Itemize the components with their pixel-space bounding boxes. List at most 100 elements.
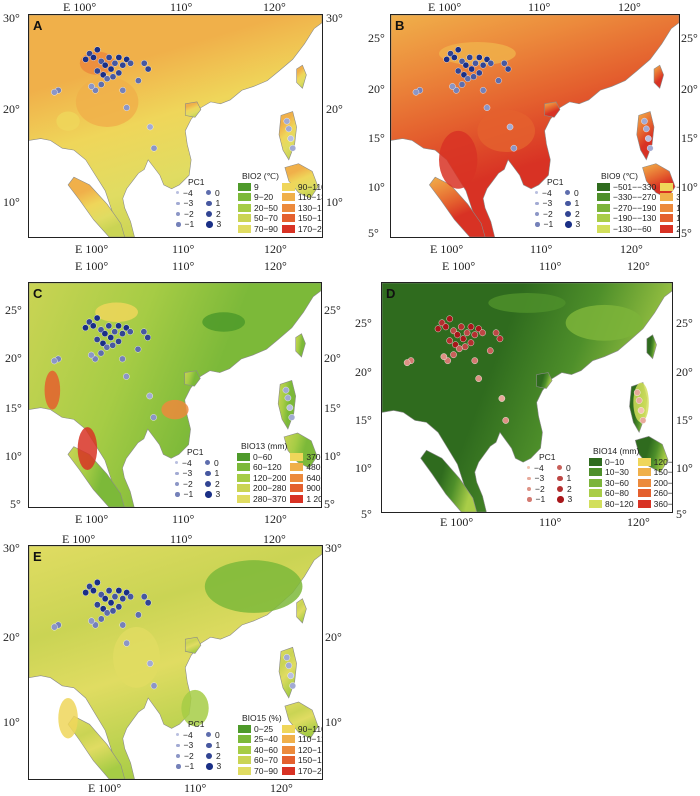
sample-point xyxy=(150,414,157,421)
x-tick-e-0: E 100° xyxy=(62,532,96,546)
legend-class-label: 280−370 xyxy=(253,493,287,504)
legend-class-label: 10−30 xyxy=(605,467,629,477)
sample-point xyxy=(496,335,504,343)
y-tick-d-l2: 15° xyxy=(355,413,372,427)
variable-legend-item: 640−900 xyxy=(290,473,321,484)
legend-swatch xyxy=(290,494,304,503)
legend-class-label: 1 200−2 500 xyxy=(306,493,322,504)
sample-point xyxy=(107,599,115,607)
legend-swatch xyxy=(290,473,304,482)
pc1-legend-title: PC1 xyxy=(539,452,556,462)
legend-swatch xyxy=(597,182,610,191)
legend-swatch xyxy=(281,182,295,191)
pc1-legend-item: 1 xyxy=(557,473,585,484)
y-tick-b-l1: 20° xyxy=(368,82,385,96)
y-tick-c-l3: 10° xyxy=(5,449,22,463)
sample-point xyxy=(101,61,109,69)
panel-label: A xyxy=(33,18,43,33)
x-tick-d-1: 110° xyxy=(539,259,562,273)
pc1-legend-label: 0 xyxy=(214,457,219,468)
y-tick-b-r3: 10° xyxy=(681,180,698,194)
pc1-legend-label: 2 xyxy=(575,208,580,219)
pc1-dot-icon xyxy=(176,201,180,205)
variable-legend-item: 25−40 xyxy=(238,734,278,745)
sample-point xyxy=(479,329,486,337)
legend-swatch xyxy=(660,214,674,223)
legend-swatch xyxy=(637,468,651,477)
sample-point xyxy=(150,682,158,690)
pc1-legend-label: −3 xyxy=(534,473,545,483)
sample-point xyxy=(127,59,134,67)
legend-swatch xyxy=(637,478,651,487)
pc1-dot-icon xyxy=(176,222,181,227)
sample-point xyxy=(504,65,512,73)
x-tick-e-2: 120° xyxy=(263,532,286,546)
y-tick-c-r0: 25° xyxy=(324,303,341,317)
variable-legend-title: BIO13 (mm) xyxy=(241,441,288,451)
pc1-legend-item: 2 xyxy=(206,751,234,762)
x-tick-a-1: 110° xyxy=(170,0,193,14)
pc1-legend-item: 1 xyxy=(565,198,593,209)
y-tick-e-r0: 30° xyxy=(325,541,342,555)
x-tick-d-b2: 120° xyxy=(627,515,650,529)
sample-point xyxy=(101,330,109,337)
climate-patch xyxy=(565,304,643,341)
land-visayas xyxy=(634,436,669,473)
legend-class-label: −270−−190 xyxy=(613,202,657,213)
pc1-legend-label: −3 xyxy=(183,740,194,750)
pc1-dot-icon xyxy=(557,465,562,471)
sample-point xyxy=(115,587,123,595)
y-tick-d-l4: 5° xyxy=(361,507,372,521)
sample-point xyxy=(285,125,293,133)
legend-class-label: 80−120 xyxy=(605,498,634,509)
y-tick-d-r4: 5° xyxy=(676,507,687,521)
pc1-legend-label: 3 xyxy=(575,219,581,229)
land-taiwan xyxy=(296,64,307,89)
pc1-legend-label: −1 xyxy=(184,761,195,771)
x-tick-b-b2: 120° xyxy=(620,242,643,256)
sample-point xyxy=(470,73,477,81)
pc1-legend-item: −1 xyxy=(176,219,206,230)
pc1-legend-item: −4 xyxy=(176,730,206,741)
pc1-dot-icon xyxy=(206,221,213,228)
variable-legend-item: 200−260 xyxy=(637,478,672,489)
variable-legend-item: 900−1 200 xyxy=(290,483,321,494)
pc1-dot-icon xyxy=(535,201,539,205)
sample-point xyxy=(450,351,457,359)
x-tick-b-b1: 110° xyxy=(530,242,553,256)
pc1-dot-icon xyxy=(206,210,212,217)
sample-point xyxy=(467,323,475,331)
pc1-legend-label: 1 xyxy=(215,740,221,750)
legend-swatch xyxy=(237,484,250,493)
sample-point xyxy=(144,599,152,607)
variable-legend-item: 120−190 xyxy=(660,203,679,214)
sample-point xyxy=(82,324,89,332)
legend-class-label: 60−80 xyxy=(605,488,629,498)
variable-legend-item: 170−213 xyxy=(281,224,322,235)
variable-legend-item: 260−360 xyxy=(637,488,672,499)
variable-legend-item: 60−120 xyxy=(237,462,286,473)
legend-swatch xyxy=(660,193,674,202)
sample-point xyxy=(119,355,126,363)
legend-class-label: 150−200 xyxy=(653,467,673,477)
sample-point xyxy=(82,56,89,63)
sample-point xyxy=(134,345,142,353)
sample-point xyxy=(502,417,510,424)
land-hainan xyxy=(184,636,202,654)
sample-point xyxy=(645,135,652,142)
sample-point xyxy=(115,338,122,345)
y-tick-d-r3: 10° xyxy=(676,461,693,475)
x-tick-b-0: E 100° xyxy=(428,0,462,14)
sample-point xyxy=(123,104,130,111)
sample-point xyxy=(456,345,463,353)
variable-legend-item: 10−30 xyxy=(589,467,634,478)
pc1-legend-item: −3 xyxy=(176,198,206,209)
legend-swatch xyxy=(238,182,251,191)
panel-label: C xyxy=(33,286,43,301)
pc1-legend-label: −4 xyxy=(183,187,193,198)
sample-point xyxy=(109,342,117,349)
pc1-legend-label: 0 xyxy=(566,462,571,473)
sample-point xyxy=(51,88,58,96)
x-tick-c-b1: 110° xyxy=(172,512,195,526)
